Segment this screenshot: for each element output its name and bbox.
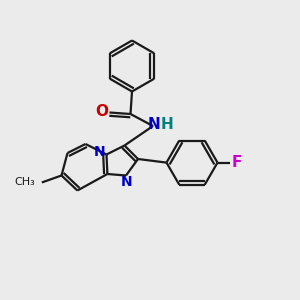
Text: N: N [94, 145, 106, 159]
Text: N: N [121, 175, 133, 189]
Text: H: H [161, 117, 174, 132]
Text: CH₃: CH₃ [15, 177, 35, 187]
Text: F: F [232, 155, 242, 170]
Text: O: O [95, 104, 108, 119]
Text: N: N [147, 117, 160, 132]
